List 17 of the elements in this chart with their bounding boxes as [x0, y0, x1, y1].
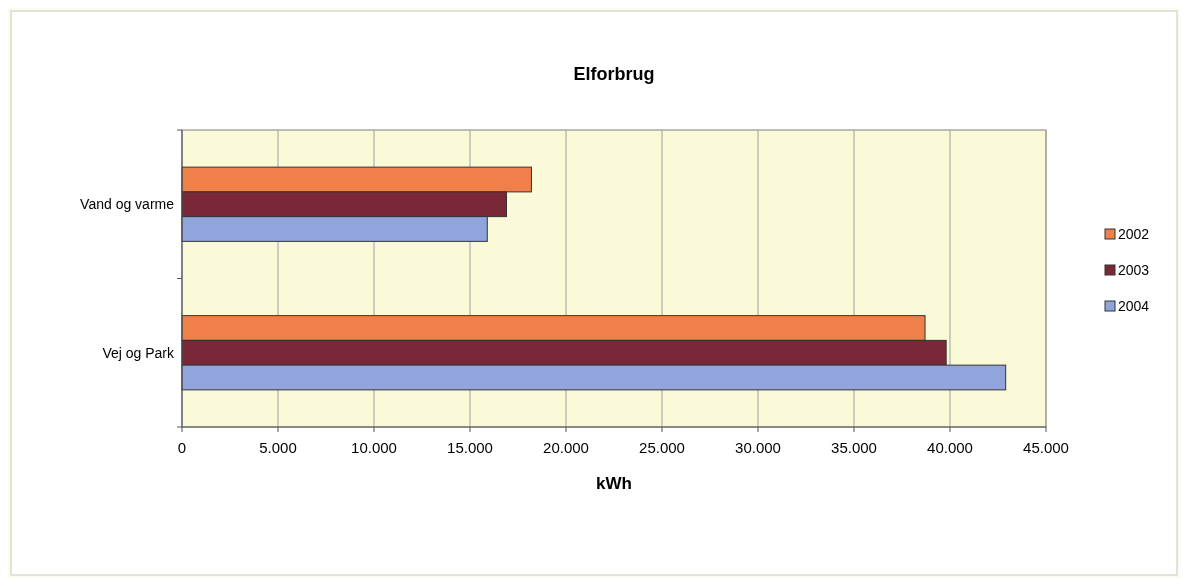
- y-tick-label: Vand og varme: [80, 196, 175, 213]
- legend-label: 2003: [1118, 262, 1150, 278]
- legend-label: 2002: [1118, 226, 1150, 242]
- x-tick-label: 20.000: [543, 439, 589, 456]
- x-tick-label: 45.000: [1023, 439, 1069, 456]
- x-tick-label: 40.000: [927, 439, 973, 456]
- x-tick-label: 0: [177, 439, 187, 456]
- x-tick-label: 25.000: [639, 439, 685, 456]
- chart-title: Elforbrug: [573, 64, 655, 84]
- legend-label: 2004: [1118, 298, 1150, 314]
- x-tick-label: 10.000: [351, 439, 397, 456]
- x-tick-label: 35.000: [831, 439, 877, 456]
- x-axis-title: kWh: [596, 474, 632, 493]
- x-tick-label: 30.000: [735, 439, 781, 456]
- x-tick-label: 5.000: [259, 439, 297, 456]
- y-tick-label: Vej og Park: [102, 344, 175, 361]
- x-tick-label: 15.000: [447, 439, 493, 456]
